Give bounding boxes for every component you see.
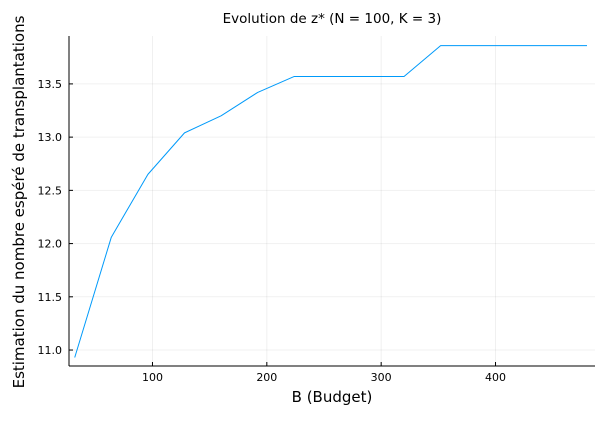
y-tick-label: 12.5: [38, 184, 63, 197]
y-tick-label: 11.0: [38, 344, 63, 357]
y-tick-label: 12.0: [38, 238, 63, 251]
series-line: [74, 45, 587, 358]
y-tick-label: 13.5: [38, 78, 63, 91]
y-tick-label: 11.5: [38, 291, 63, 304]
chart-title: Evolution de z* (N = 100, K = 3): [223, 11, 442, 27]
x-tick-label: 200: [256, 371, 277, 384]
axes: [68, 36, 595, 367]
grid: [69, 36, 595, 366]
x-tick-label: 300: [371, 371, 392, 384]
series-layer: [74, 45, 587, 358]
x-tick-label: 400: [485, 371, 506, 384]
y-axis-title: Estimation du nombre espéré de transplan…: [10, 15, 28, 388]
x-tick-label: 100: [142, 371, 163, 384]
tick-labels: 100 200 300 400 11.0 11.5 12.0 12.5 13.0 13.5: [38, 78, 507, 384]
x-axis-title: B (Budget): [292, 388, 373, 406]
y-tick-label: 13.0: [38, 131, 63, 144]
